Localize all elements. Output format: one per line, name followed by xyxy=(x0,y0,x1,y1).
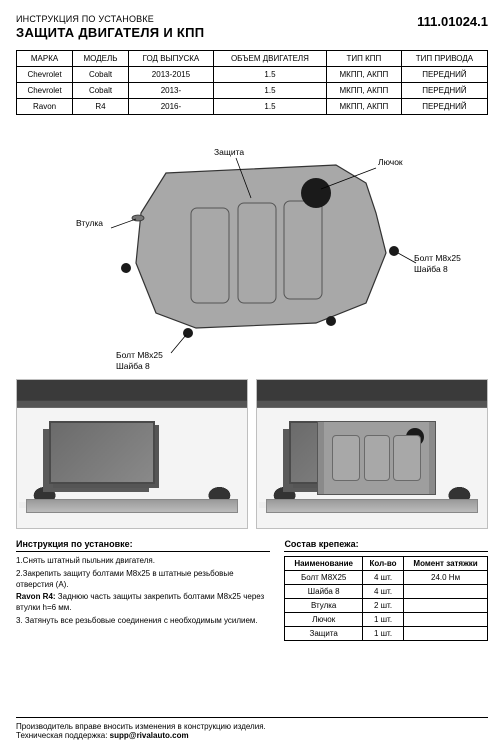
table-row: Болт М8Х254 шт.24.0 Нм xyxy=(285,571,488,585)
table-row: ChevroletCobalt2013-1.5МКПП, АКПППЕРЕДНИ… xyxy=(17,83,488,99)
spec-col-0: МАРКА xyxy=(17,51,73,67)
footer-line2: Техническая поддержка: supp@rivalauto.co… xyxy=(16,731,488,740)
instruction-substep: Ravon R4: Заднюю часть защиты закрепить … xyxy=(16,592,270,614)
footer: Производитель вправе вносить изменения в… xyxy=(16,717,488,740)
support-email: supp@rivalauto.com xyxy=(110,731,189,740)
label-bolt-r2: Шайба 8 xyxy=(414,264,448,274)
instruction-step: 1.Снять штатный пыльник двигателя. xyxy=(16,556,270,567)
leader-line xyxy=(171,335,186,353)
spec-header-row: МАРКА МОДЕЛЬ ГОД ВЫПУСКА ОБЪЕМ ДВИГАТЕЛЯ… xyxy=(17,51,488,67)
label-bolt-r1: Болт M8x25 xyxy=(414,253,461,263)
table-row: RavonR42016-1.5МКПП, АКПППЕРЕДНИЙ xyxy=(17,99,488,115)
table-row: Шайба 84 шт. xyxy=(285,585,488,599)
label-lyuchok: Лючок xyxy=(378,157,403,167)
instructions-block: Инструкция по установке: 1.Снять штатный… xyxy=(16,539,270,641)
underbody-after xyxy=(256,379,488,529)
spec-col-5: ТИП ПРИВОДА xyxy=(401,51,487,67)
bolt-icon xyxy=(389,246,399,256)
footer-line1: Производитель вправе вносить изменения в… xyxy=(16,722,488,731)
instructions-list: 1.Снять штатный пыльник двигателя. 2.Зак… xyxy=(16,556,270,627)
part-number: 111.01024.1 xyxy=(417,14,488,29)
fasteners-heading: Состав крепежа: xyxy=(284,539,488,552)
spec-col-2: ГОД ВЫПУСКА xyxy=(128,51,213,67)
table-row: Лючок1 шт. xyxy=(285,613,488,627)
header: ИНСТРУКЦИЯ ПО УСТАНОВКЕ ЗАЩИТА ДВИГАТЕЛЯ… xyxy=(16,14,488,40)
bolt-icon xyxy=(121,263,131,273)
bolt-icon xyxy=(326,316,336,326)
plate-outline xyxy=(136,165,386,328)
photo-row xyxy=(16,379,488,529)
leader-line xyxy=(111,219,136,228)
page-title: ЗАЩИТА ДВИГАТЕЛЯ И КПП xyxy=(16,25,204,40)
lower-section: Инструкция по установке: 1.Снять штатный… xyxy=(16,539,488,641)
label-vtulka: Втулка xyxy=(76,218,103,228)
instructions-heading: Инструкция по установке: xyxy=(16,539,270,552)
fasteners-block: Состав крепежа: Наименование Кол-во Моме… xyxy=(284,539,488,641)
spec-table: МАРКА МОДЕЛЬ ГОД ВЫПУСКА ОБЪЕМ ДВИГАТЕЛЯ… xyxy=(16,50,488,115)
fasteners-table: Наименование Кол-во Момент затяжки Болт … xyxy=(284,556,488,641)
table-row: ChevroletCobalt2013-20151.5МКПП, АКПППЕР… xyxy=(17,67,488,83)
header-left: ИНСТРУКЦИЯ ПО УСТАНОВКЕ ЗАЩИТА ДВИГАТЕЛЯ… xyxy=(16,14,204,40)
label-bolt-b1: Болт M8x25 xyxy=(116,350,163,360)
installed-plate xyxy=(317,421,437,495)
spec-col-4: ТИП КПП xyxy=(326,51,401,67)
instruction-step: 2.Закрепить защиту болтами М8х25 в штатн… xyxy=(16,569,270,591)
fast-header-row: Наименование Кол-во Момент затяжки xyxy=(285,557,488,571)
spec-col-1: МОДЕЛЬ xyxy=(73,51,129,67)
table-row: Втулка2 шт. xyxy=(285,599,488,613)
label-bolt-b2: Шайба 8 xyxy=(116,361,150,371)
main-diagram: Защита Втулка Лючок Болт M8x25 Шайба 8 Б… xyxy=(16,123,488,373)
pretitle: ИНСТРУКЦИЯ ПО УСТАНОВКЕ xyxy=(16,14,204,24)
hatch-icon xyxy=(301,178,331,208)
underbody-before xyxy=(16,379,248,529)
spec-col-3: ОБЪЕМ ДВИГАТЕЛЯ xyxy=(213,51,326,67)
instruction-step: 3. Затянуть все резьбовые соединения с н… xyxy=(16,616,270,627)
table-row: Защита1 шт. xyxy=(285,627,488,641)
label-zashchita: Защита xyxy=(214,147,244,157)
